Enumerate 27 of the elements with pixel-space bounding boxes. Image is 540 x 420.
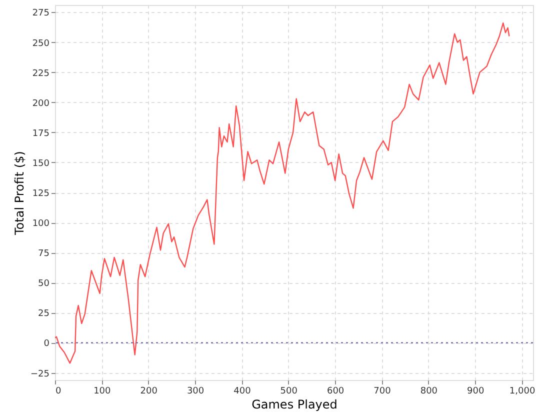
y-tick-label: 75 — [38, 249, 50, 260]
x-axis-title: Games Played — [252, 398, 338, 412]
y-tick-label: 200 — [32, 98, 50, 109]
y-axis-title: Total Profit ($) — [12, 151, 27, 236]
y-tick-label: 0 — [44, 339, 50, 350]
y-tick-label: 50 — [38, 279, 50, 290]
y-tick-label: 225 — [32, 68, 50, 79]
x-tick-label: 400 — [234, 386, 252, 396]
line-series — [55, 22, 510, 364]
y-tick-label: 275 — [32, 8, 50, 19]
x-tick-label: 1,000 — [509, 386, 536, 396]
y-tick-label: 25 — [38, 309, 50, 320]
x-tick-label: 900 — [467, 386, 484, 396]
y-tick-label: 250 — [32, 38, 50, 49]
x-tick-label: 700 — [374, 386, 392, 396]
x-tick-label: 100 — [94, 386, 112, 396]
x-tick-label: 0 — [56, 386, 62, 396]
x-tick-label: 300 — [186, 386, 204, 396]
y-tick-label: 100 — [32, 219, 50, 230]
x-tick-label: 800 — [420, 386, 438, 396]
x-tick-label: 500 — [280, 386, 298, 396]
y-tick-label: 150 — [32, 158, 50, 169]
y-tick-label: −25 — [30, 369, 50, 380]
x-tick-label: 600 — [326, 386, 344, 396]
x-tick-label: 200 — [140, 386, 158, 396]
y-tick-label: 175 — [32, 128, 50, 139]
y-tick-label: 125 — [32, 189, 50, 199]
